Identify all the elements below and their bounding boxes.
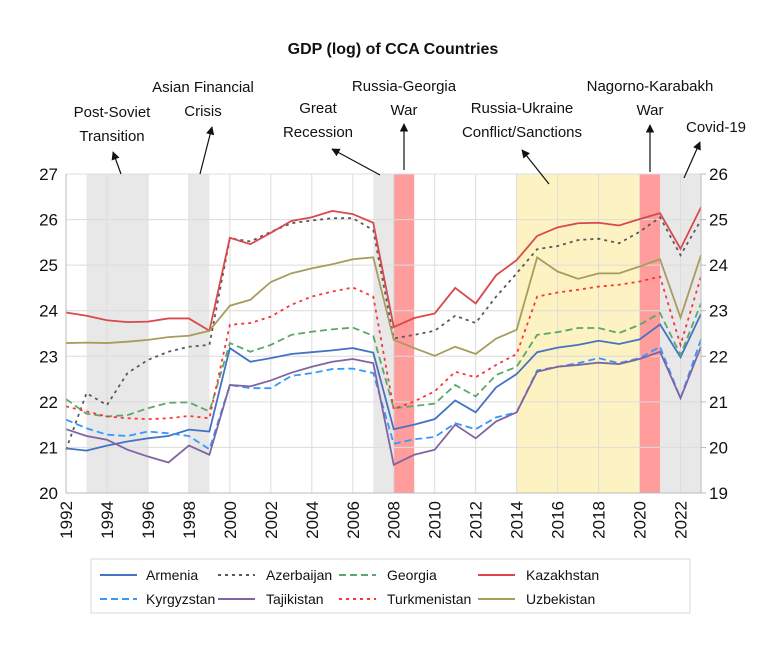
- annotation-label: Russia-Georgia: [352, 78, 457, 95]
- y-tick-label: 26: [39, 211, 58, 230]
- legend-label: Kyrgyzstan: [146, 591, 215, 607]
- annotation-label: Russia-Ukraine: [471, 100, 574, 117]
- legend-label: Kazakhstan: [526, 567, 599, 583]
- legend-label: Tajikistan: [266, 591, 324, 607]
- legend-label: Azerbaijan: [266, 567, 332, 583]
- annotation-label: Conflict/Sanctions: [462, 124, 582, 141]
- annotation-label: Transition: [79, 128, 144, 145]
- shaded-period: [393, 174, 415, 493]
- annotation-label: Asian Financial: [152, 79, 254, 96]
- y-tick-label: 27: [39, 165, 58, 184]
- y2-tick-label: 20: [709, 438, 728, 457]
- x-tick-label: 2016: [549, 501, 568, 539]
- x-tick-label: 2014: [508, 501, 527, 539]
- x-tick-label: 2002: [262, 501, 281, 539]
- annotation-label: Nagorno-Karabakh: [587, 78, 714, 95]
- chart-title: GDP (log) of CCA Countries: [288, 41, 499, 58]
- y2-tick-label: 25: [709, 211, 728, 230]
- x-tick-label: 2010: [426, 501, 445, 539]
- y2-tick-label: 22: [709, 347, 728, 366]
- y2-tick-label: 21: [709, 393, 728, 412]
- y2-tick-label: 19: [709, 484, 728, 503]
- annotation-label: War: [391, 102, 418, 119]
- x-tick-label: 1994: [98, 501, 117, 539]
- series-line-kazakhstan: [65, 206, 702, 333]
- series-line-uzbekistan: [65, 254, 702, 357]
- annotation-arrow: [331, 148, 381, 176]
- x-tick-label: 1998: [180, 501, 199, 539]
- annotation-arrow: [683, 141, 701, 179]
- x-tick-label: 2018: [590, 501, 609, 539]
- y-tick-label: 25: [39, 256, 58, 275]
- y-tick-label: 21: [39, 438, 58, 457]
- y2-tick-label: 23: [709, 302, 728, 321]
- annotation-label: War: [637, 102, 664, 119]
- legend-label: Armenia: [146, 567, 198, 583]
- annotation-label: Great: [299, 100, 337, 117]
- legend-label: Georgia: [387, 567, 437, 583]
- x-tick-label: 1992: [57, 501, 76, 539]
- y2-tick-label: 26: [709, 165, 728, 184]
- x-tick-label: 2006: [344, 501, 363, 539]
- y-tick-label: 20: [39, 484, 58, 503]
- x-tick-label: 2020: [631, 501, 650, 539]
- annotation-label: Covid-19: [686, 119, 746, 136]
- series-line-georgia: [65, 303, 702, 418]
- annotation-arrow: [521, 149, 550, 185]
- y-tick-label: 22: [39, 393, 58, 412]
- x-tick-label: 1996: [139, 501, 158, 539]
- annotation-label: Crisis: [184, 103, 222, 120]
- series-line-tajikistan: [65, 346, 702, 467]
- legend-label: Uzbekistan: [526, 591, 595, 607]
- x-tick-label: 2022: [672, 501, 691, 539]
- shaded-period: [639, 174, 661, 493]
- annotation-arrow: [199, 126, 215, 175]
- shaded-period: [516, 174, 640, 493]
- series-line-armenia: [65, 313, 702, 452]
- annotation-label: Post-Soviet: [74, 104, 152, 121]
- x-tick-label: 2008: [385, 501, 404, 539]
- annotation-label: Recession: [283, 124, 353, 141]
- y-tick-label: 24: [39, 302, 58, 321]
- x-tick-label: 2012: [467, 501, 486, 539]
- y2-tick-label: 24: [709, 256, 728, 275]
- annotation-arrow: [111, 151, 122, 175]
- x-tick-label: 2000: [221, 501, 240, 539]
- y-tick-label: 23: [39, 347, 58, 366]
- legend-box: [90, 558, 691, 614]
- x-tick-label: 2004: [303, 501, 322, 539]
- series-line-turkmenistan: [65, 275, 702, 421]
- legend-label: Turkmenistan: [387, 591, 471, 607]
